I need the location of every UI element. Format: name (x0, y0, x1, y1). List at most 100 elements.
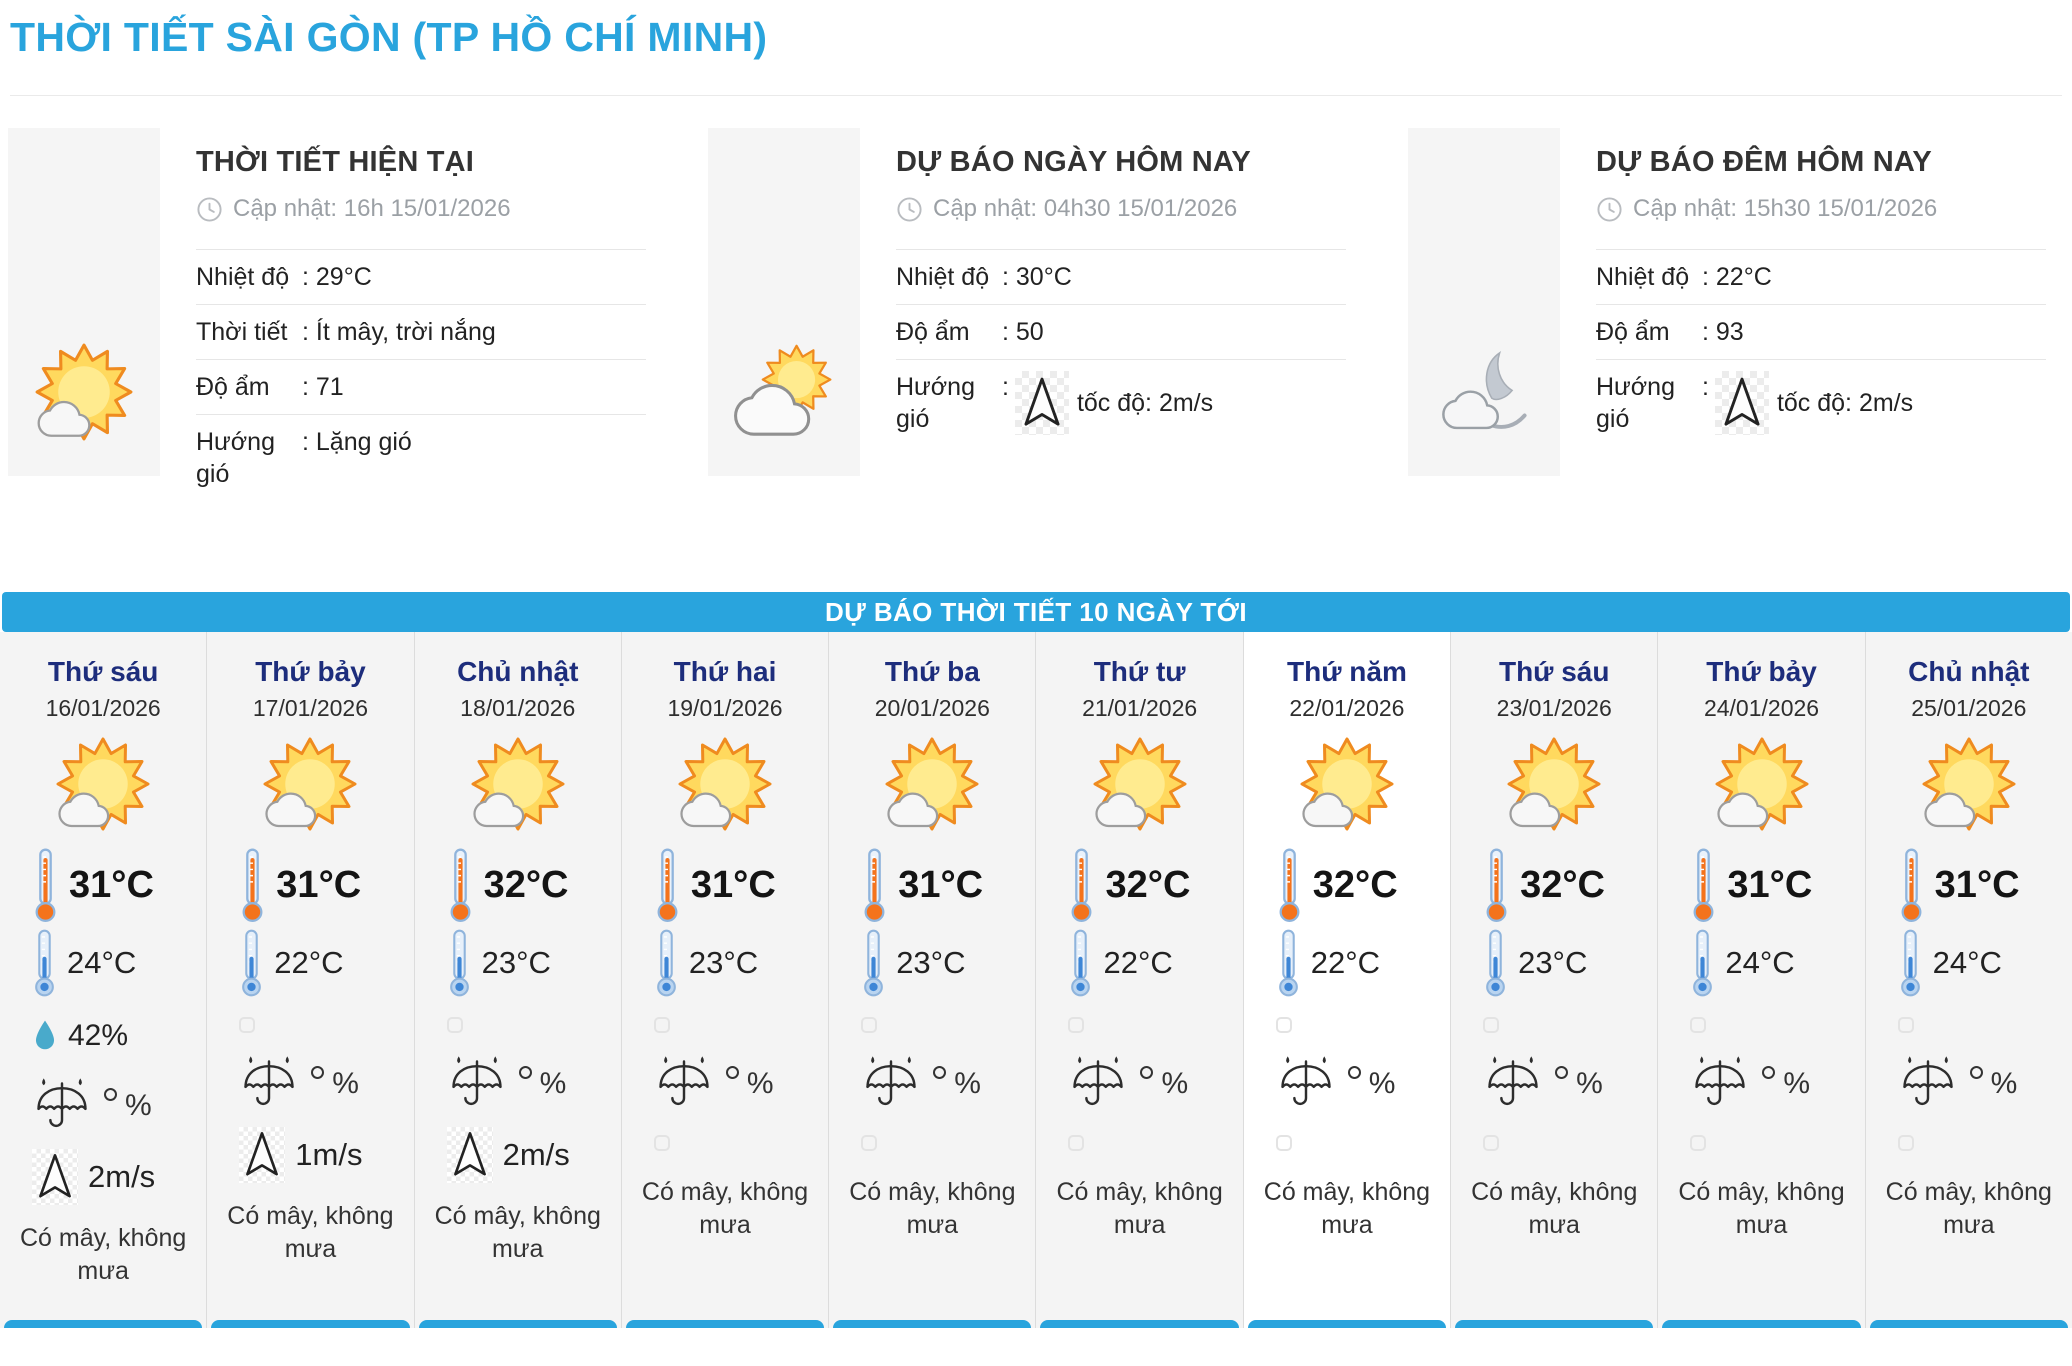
high-temp-row: 31°C (622, 846, 828, 924)
forecast-day-column[interactable]: Thứ bảy 17/01/2026 31°C 22°C (207, 632, 415, 1328)
day-detail-button[interactable] (1455, 1320, 1654, 1328)
thermometer-hot-icon (1693, 848, 1714, 923)
day-date: 17/01/2026 (252, 695, 368, 722)
panel-row: Nhiệt độ : 30°C (896, 249, 1346, 304)
low-temp-value: 22°C (1310, 945, 1381, 981)
day-description: Có mây, không mưa (1678, 1178, 1845, 1239)
clock-icon (1597, 196, 1622, 222)
wind-direction: tốc độ: 2m/s (1014, 371, 1213, 435)
row-value: : Ít mây, trời nắng (302, 316, 646, 348)
panel-row: Hướng gió : Lặng gió (196, 414, 646, 501)
day-detail-button[interactable] (833, 1320, 1032, 1328)
umbrella-icon (1903, 1056, 1953, 1106)
wind-row (1036, 1126, 1242, 1160)
weather-icon-box (708, 128, 860, 476)
missing-value-placeholder (1275, 1135, 1292, 1152)
rain-chance-value: 42% (68, 1019, 129, 1053)
percent-sign: % (539, 1067, 567, 1101)
panel-row: Nhiệt độ : 29°C (196, 249, 646, 304)
thermometer-cold-icon (1071, 929, 1091, 997)
missing-value-placeholder (239, 1017, 256, 1034)
forecast-day-column[interactable]: Thứ ba 20/01/2026 31°C 23°C (829, 632, 1037, 1328)
forecast-day-column[interactable]: Thứ sáu 16/01/2026 31°C 24°C 42% (0, 632, 208, 1328)
high-temp-value: 32°C (1105, 863, 1191, 906)
day-detail-button[interactable] (418, 1320, 617, 1328)
missing-value-placeholder (1275, 1017, 1292, 1034)
row-label: Thời tiết (196, 318, 288, 346)
row-value-text: : 50 (1002, 318, 1044, 346)
percent-sign: % (1161, 1067, 1189, 1101)
low-temp-value: 22°C (274, 945, 344, 981)
thermometer-cold-icon (1693, 929, 1713, 997)
day-detail-button[interactable] (625, 1320, 825, 1328)
low-temp-value: 23°C (688, 945, 759, 981)
forecast-day-column[interactable]: Thứ bảy 24/01/2026 31°C 24°C (1658, 632, 1866, 1328)
percent-sign: % (1783, 1067, 1811, 1101)
day-name: Thứ sáu (1498, 656, 1610, 687)
day-detail-button[interactable] (1662, 1320, 1861, 1328)
clock-icon (197, 196, 222, 222)
panel-updated: Cập nhật: 04h30 15/01/2026 (896, 195, 1346, 223)
wind-arrow-icon (32, 1149, 78, 1206)
forecast-day-column[interactable]: Chủ nhật 18/01/2026 32°C 23°C (414, 632, 622, 1328)
high-temp-row: 32°C (415, 846, 621, 924)
panel-body: DỰ BÁO NGÀY HÔM NAY Cập nhật: 04h30 15/0… (896, 128, 1364, 476)
thermometer-hot-icon (864, 848, 885, 923)
empty-value-ring (1762, 1066, 1776, 1080)
wind-speed-value: 2m/s (502, 1137, 570, 1173)
forecast-day-column[interactable]: Thứ sáu 23/01/2026 32°C 23°C (1451, 632, 1659, 1328)
sun-behind-cloud-icon (734, 344, 832, 436)
row-value: : 93 (1702, 316, 2046, 348)
page-title: THỜI TIẾT SÀI GÒN (TP HỒ CHÍ MINH) (10, 14, 768, 60)
empty-value-ring (1140, 1066, 1154, 1080)
sun-cloud-icon (471, 737, 565, 831)
day-detail-button[interactable] (1040, 1320, 1239, 1328)
panel-row: Hướng gió : tốc độ: 2m/s (1596, 359, 2046, 446)
thermometer-cold-icon (242, 929, 262, 997)
rain-probability-row: % (0, 1072, 206, 1140)
day-date: 16/01/2026 (45, 695, 161, 722)
rain-probability-row: % (1036, 1050, 1242, 1118)
percent-sign: % (332, 1067, 359, 1101)
day-detail-button[interactable] (211, 1320, 410, 1328)
low-temp-row: 24°C (1658, 928, 1864, 998)
low-temp-row: 23°C (415, 928, 621, 998)
panel-body: DỰ BÁO ĐÊM HÔM NAY Cập nhật: 15h30 15/01… (1596, 128, 2064, 476)
panel-row: Hướng gió : tốc độ: 2m/s (896, 359, 1346, 446)
forecast-day-column[interactable]: Thứ tư 21/01/2026 32°C 22°C (1036, 632, 1244, 1328)
missing-value-placeholder (1690, 1017, 1707, 1034)
weather-panel: THỜI TIẾT HIỆN TẠI Cập nhật: 16h 15/01/2… (8, 128, 664, 501)
rain-chance-row (1658, 1010, 1864, 1040)
day-description: Có mây, không mưa (1885, 1178, 2052, 1239)
current-conditions-panels: THỜI TIẾT HIỆN TẠI Cập nhật: 16h 15/01/2… (0, 96, 2072, 586)
day-detail-button[interactable] (4, 1320, 203, 1328)
umbrella-icon (1073, 1056, 1124, 1106)
wind-speed-text: tốc độ: 2m/s (1776, 389, 1914, 417)
low-temp-row: 22°C (1036, 928, 1242, 998)
day-name: Thứ tư (1093, 656, 1186, 687)
wind-arrow-icon (446, 1127, 493, 1184)
day-date: 23/01/2026 (1496, 695, 1612, 722)
day-name: Thứ bảy (1706, 656, 1817, 687)
missing-value-placeholder (1690, 1135, 1707, 1152)
wind-speed-value: 1m/s (295, 1137, 363, 1173)
forecast-day-column[interactable]: Chủ nhật 25/01/2026 31°C 24°C (1865, 632, 2072, 1328)
umbrella-icon (244, 1056, 294, 1106)
day-name: Thứ sáu (47, 656, 159, 687)
rain-probability-row: % (829, 1050, 1035, 1118)
panel-rows: Nhiệt độ : 29°C Thời tiết : Ít mây, trời… (196, 249, 646, 501)
day-name: Chủ nhật (457, 656, 579, 687)
forecast-day-column[interactable]: Thứ hai 19/01/2026 31°C 23°C (621, 632, 830, 1328)
low-temp-value: 24°C (1932, 945, 2002, 981)
header-divider (10, 95, 2062, 96)
row-value-text: : (1702, 373, 1709, 401)
droplet-icon (35, 1020, 55, 1050)
forecast-day-column[interactable]: Thứ năm 22/01/2026 32°C 22°C (1243, 632, 1452, 1328)
day-detail-button[interactable] (1247, 1320, 1447, 1328)
percent-sign: % (954, 1067, 981, 1101)
day-description: Có mây, không mưa (849, 1178, 1016, 1239)
day-detail-button[interactable] (1869, 1320, 2068, 1328)
sun-cloud-icon (1093, 737, 1187, 831)
day-date: 20/01/2026 (874, 695, 990, 722)
high-temp-row: 31°C (1866, 846, 2072, 924)
